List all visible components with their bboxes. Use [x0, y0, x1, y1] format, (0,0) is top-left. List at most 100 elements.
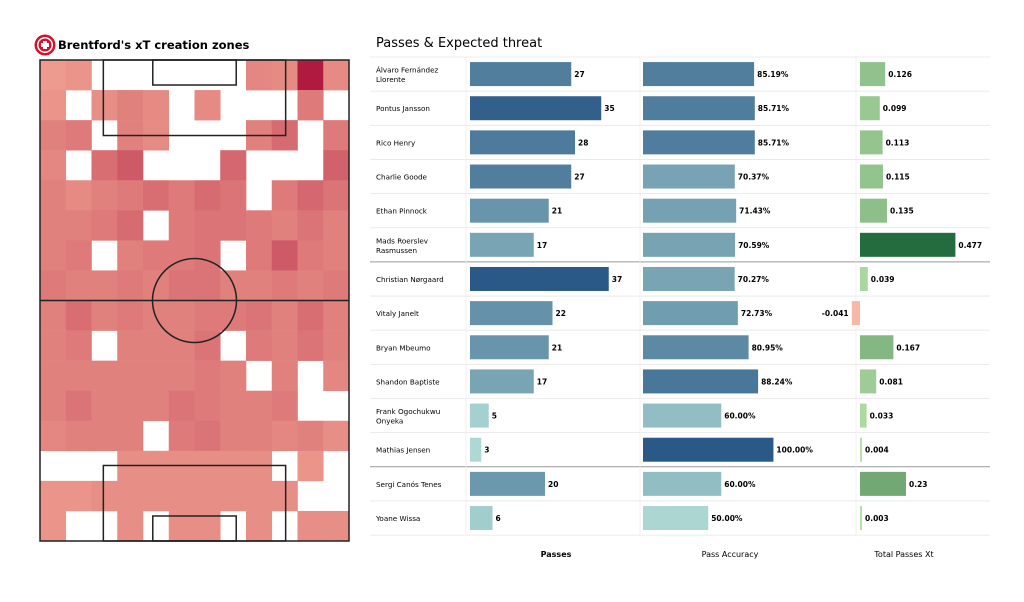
- player-name: Christian Nørgaard: [376, 275, 444, 284]
- heatmap-cell: [194, 180, 221, 211]
- heatmap-cell: [323, 60, 350, 91]
- heatmap-cell: [65, 180, 92, 211]
- heatmap-cell: [297, 90, 324, 121]
- table-title: Passes & Expected threat: [376, 36, 543, 51]
- heatmap-cell: [168, 360, 195, 391]
- player-name: Shandon Baptiste: [376, 377, 440, 386]
- heatmap-cell: [117, 420, 144, 452]
- player-name: Frank Ogochukwu Onyeka: [376, 407, 440, 426]
- heatmap-cell: [65, 60, 92, 91]
- heatmap-cell: [143, 480, 170, 512]
- heatmap-cell: [91, 90, 118, 121]
- bar-pass-accuracy: [643, 437, 774, 462]
- heatmap-cell: [220, 390, 247, 422]
- heatmap-cell: [297, 210, 324, 241]
- heatmap-cell: [91, 480, 118, 512]
- heatmap-cell: [65, 240, 92, 271]
- heatmap-cell: [40, 240, 67, 271]
- heatmap-cell: [65, 300, 92, 331]
- bar-value-label: 37: [612, 275, 622, 284]
- heatmap-cell: [40, 90, 67, 121]
- heatmap-cell: [246, 510, 273, 542]
- heatmap-cell: [271, 480, 298, 512]
- total-passes-xt-column-label: Total Passes Xt: [874, 550, 934, 559]
- heatmap-cell: [220, 480, 247, 512]
- brentford-crest-icon: [34, 34, 56, 56]
- bar-passes: [470, 164, 572, 189]
- bar-value-label: 50.00%: [711, 514, 743, 523]
- bar-value-label: 27: [574, 70, 584, 79]
- bar-pass-accuracy: [643, 301, 738, 326]
- heatmap-cell: [297, 420, 324, 452]
- heatmap-cell: [91, 210, 118, 241]
- heatmap-cell: [117, 480, 144, 512]
- heatmap-cell: [220, 420, 247, 452]
- heatmap-cell: [143, 90, 170, 121]
- bar-value-label: 0.003: [865, 514, 889, 523]
- bar-value-label: 0.033: [870, 412, 894, 421]
- heatmap-cell: [246, 420, 273, 452]
- heatmap-cell: [65, 330, 92, 361]
- player-name: Pontus Jansson: [376, 104, 430, 113]
- heatmap-cell: [91, 300, 118, 331]
- bar-total-passes-xt: [860, 164, 883, 189]
- passes-xt-table-panel: Passes & Expected threat Álvaro Fernánde…: [370, 30, 1020, 570]
- heatmap-cell: [117, 330, 144, 361]
- bar-total-passes-xt: [860, 198, 887, 223]
- bar-total-passes-xt: [860, 437, 862, 462]
- heatmap-cell: [168, 240, 195, 271]
- bar-value-label: 35: [604, 104, 614, 113]
- heatmap-cell: [40, 270, 67, 301]
- bar-value-label: 28: [578, 138, 588, 147]
- heatmap-cell: [91, 270, 118, 301]
- player-name: Yoane Wissa: [375, 514, 420, 523]
- heatmap-cell: [246, 240, 273, 271]
- heatmap-cell: [194, 90, 221, 121]
- heatmap-cell: [143, 180, 170, 211]
- bar-value-label: 21: [552, 343, 562, 352]
- heatmap-cell: [65, 210, 92, 241]
- heatmap-cell: [168, 180, 195, 211]
- heatmap-cell: [143, 300, 170, 331]
- heatmap-cell: [40, 510, 67, 542]
- bar-value-label: 70.59%: [738, 241, 770, 250]
- heatmap-cell: [323, 240, 350, 271]
- heatmap-cell: [323, 360, 350, 391]
- bar-value-label: 0.113: [886, 138, 910, 147]
- player-name: Mads Roerslev Rasmussen: [376, 236, 429, 255]
- bar-value-label: 0.135: [890, 207, 914, 216]
- bar-total-passes-xt: [860, 335, 894, 360]
- heatmap-cell: [65, 360, 92, 391]
- heatmap-cell: [117, 270, 144, 301]
- bar-value-label: 27: [574, 173, 584, 182]
- heatmap-cell: [91, 390, 118, 422]
- bar-passes: [470, 301, 553, 326]
- heatmap-cell: [246, 480, 273, 512]
- bar-total-passes-xt: [860, 266, 868, 291]
- heatmap-cell: [246, 60, 273, 91]
- heatmap-cell: [91, 180, 118, 211]
- heatmap-cell: [220, 180, 247, 211]
- heatmap-cell: [143, 390, 170, 422]
- heatmap-cell: [220, 210, 247, 241]
- heatmap-cell: [323, 180, 350, 211]
- bar-passes: [470, 130, 575, 155]
- bar-passes: [470, 506, 493, 531]
- heatmap-cell: [194, 480, 221, 512]
- heatmap-cell: [297, 510, 324, 542]
- bar-passes: [470, 369, 534, 394]
- heatmap-cell: [65, 120, 92, 151]
- player-name: Vitaly Janelt: [376, 309, 419, 318]
- heatmap-cell: [271, 180, 298, 211]
- bar-pass-accuracy: [643, 335, 749, 360]
- heatmap-cell: [168, 480, 195, 512]
- player-name: Álvaro Fernández Llorente: [376, 66, 439, 85]
- bar-value-label: 5: [492, 412, 497, 421]
- bar-value-label: 85.71%: [758, 138, 790, 147]
- heatmap-cell: [271, 330, 298, 361]
- heatmap-cell: [297, 270, 324, 301]
- centre-circle: [151, 257, 238, 344]
- heatmap-cell: [117, 150, 144, 181]
- heatmap-cell: [91, 360, 118, 391]
- bar-pass-accuracy: [643, 232, 736, 257]
